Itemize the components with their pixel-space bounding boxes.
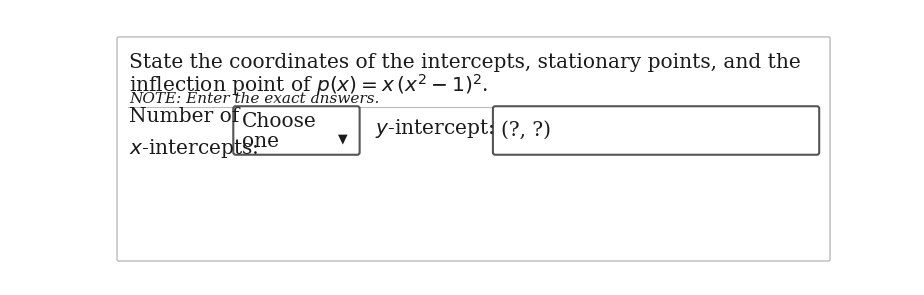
Text: one: one [242,132,279,151]
Text: Number of: Number of [129,107,239,127]
Text: NOTE: Enter the exact answers.: NOTE: Enter the exact answers. [129,92,380,106]
Text: Choose: Choose [242,112,317,131]
Text: (?, ?): (?, ?) [502,121,552,140]
FancyBboxPatch shape [492,106,820,155]
Text: State the coordinates of the intercepts, stationary points, and the: State the coordinates of the intercepts,… [129,53,801,72]
Text: $y$-intercept:: $y$-intercept: [375,117,494,140]
Text: ▼: ▼ [338,132,348,145]
FancyBboxPatch shape [117,37,830,261]
Text: inflection point of $p(x) = x\,(x^2-1)^2$.: inflection point of $p(x) = x\,(x^2-1)^2… [129,72,489,98]
Text: $x$-intercepts:: $x$-intercepts: [129,137,259,160]
FancyBboxPatch shape [233,106,359,155]
